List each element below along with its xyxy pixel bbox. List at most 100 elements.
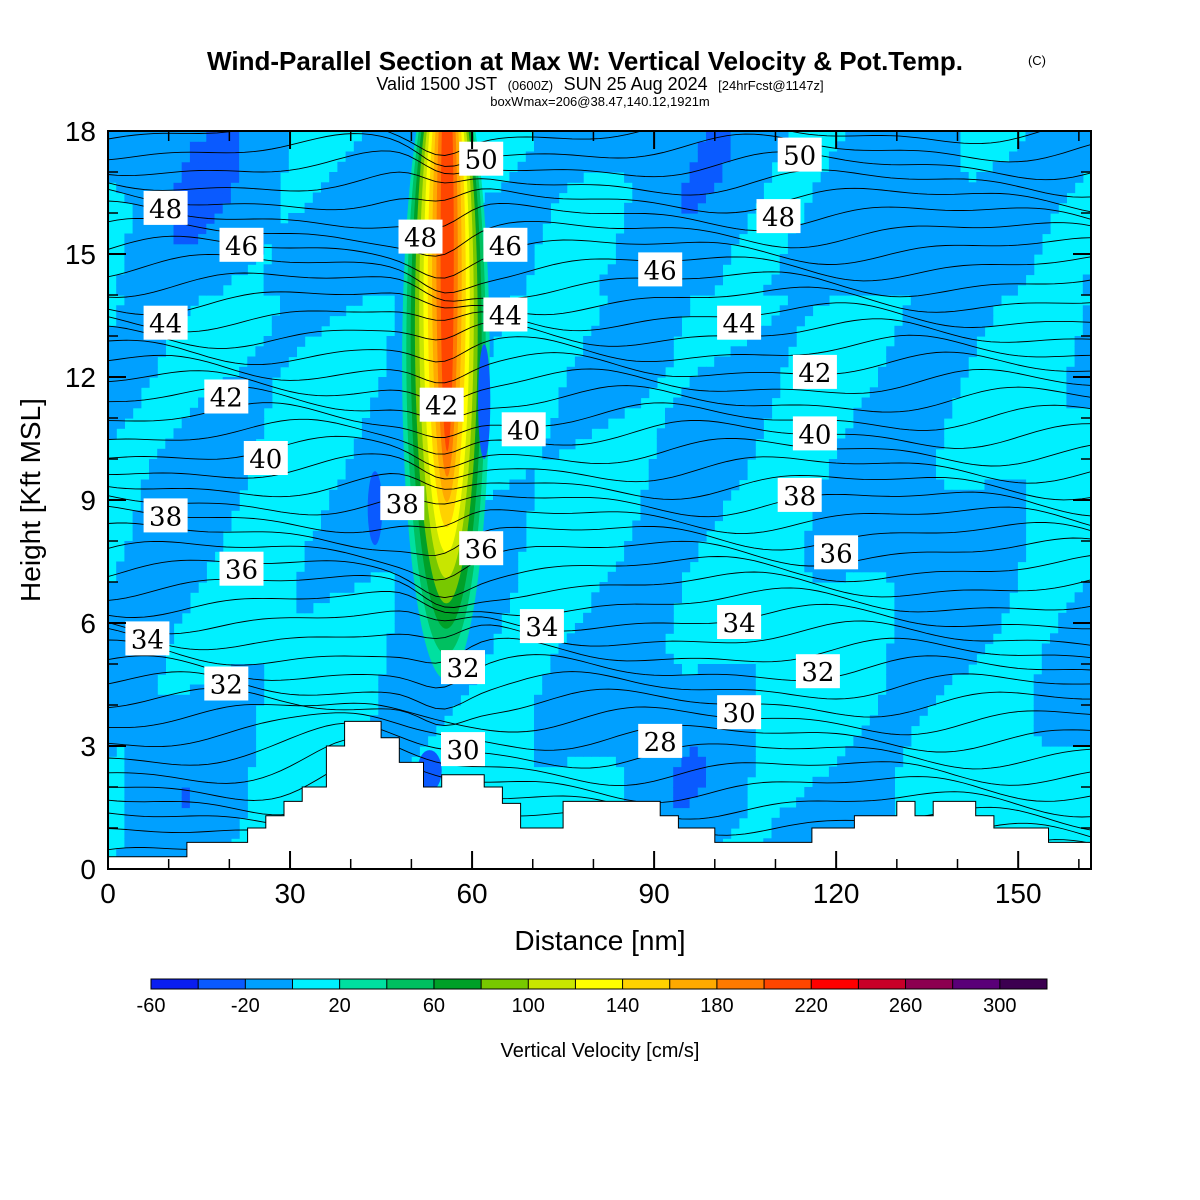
field-cell <box>837 766 846 778</box>
field-cell <box>124 766 134 778</box>
field-cell <box>1000 172 1010 183</box>
field-cell <box>108 592 117 604</box>
field-cell <box>124 602 134 614</box>
field-cell <box>140 746 150 757</box>
field-cell <box>132 725 142 737</box>
field-cell <box>919 336 928 347</box>
field-cell <box>1033 151 1043 163</box>
field-cell <box>615 397 625 409</box>
field-cell <box>689 233 699 245</box>
field-cell <box>771 356 781 368</box>
field-cell <box>124 243 134 255</box>
field-cell <box>624 602 633 614</box>
field-cell <box>1074 653 1084 665</box>
field-cell <box>181 223 191 235</box>
field-cell <box>738 407 748 419</box>
field-cell <box>869 715 879 727</box>
field-cell <box>566 715 576 727</box>
field-cell <box>378 243 388 255</box>
field-cell <box>149 612 158 624</box>
field-cell <box>198 551 207 563</box>
field-cell <box>730 817 740 829</box>
field-cell <box>984 254 994 265</box>
field-cell <box>124 356 134 368</box>
field-cell <box>959 356 969 368</box>
field-cell <box>648 336 658 347</box>
field-cell <box>247 397 257 409</box>
field-cell <box>927 407 936 419</box>
field-cell <box>869 254 879 265</box>
field-cell <box>943 284 953 296</box>
field-cell <box>869 530 879 542</box>
field-cell <box>157 489 166 501</box>
field-cell <box>173 243 183 255</box>
field-cell <box>665 715 674 727</box>
field-cell <box>959 530 969 542</box>
field-cell <box>280 264 289 276</box>
field-cell <box>878 284 887 296</box>
field-cell <box>927 192 936 204</box>
field-cell <box>345 254 355 265</box>
field-cell <box>124 684 134 696</box>
field-cell <box>1050 725 1059 737</box>
field-cell <box>681 817 691 829</box>
field-cell <box>755 397 764 409</box>
field-cell <box>140 766 150 778</box>
field-cell <box>886 243 895 255</box>
field-cell <box>1082 643 1091 655</box>
field-cell <box>165 151 175 163</box>
field-cell <box>378 182 388 194</box>
field-cell <box>828 274 838 286</box>
field-cell <box>935 561 945 573</box>
field-cell <box>910 295 920 306</box>
contour-label-box <box>777 137 822 172</box>
field-cell <box>910 264 920 276</box>
field-cell <box>894 520 904 532</box>
field-cell <box>968 541 977 552</box>
field-cell <box>640 715 650 727</box>
field-cell <box>697 776 707 788</box>
field-cell <box>222 172 232 183</box>
field-cell <box>624 551 633 563</box>
field-cell <box>493 561 502 573</box>
field-cell <box>665 684 674 696</box>
field-cell <box>771 336 781 347</box>
field-cell <box>927 633 936 645</box>
field-cell <box>574 428 584 440</box>
field-cell <box>910 448 920 460</box>
field-cell <box>173 151 183 163</box>
field-cell <box>738 387 748 399</box>
field-cell <box>149 602 158 614</box>
field-cell <box>165 551 175 563</box>
field-cell <box>1050 674 1059 686</box>
field-cell <box>697 223 707 235</box>
field-cell <box>894 284 904 296</box>
field-cell <box>861 479 871 491</box>
field-cell <box>550 684 560 696</box>
contour-label-text: 40 <box>249 445 282 475</box>
field-cell <box>853 223 863 235</box>
field-cell <box>968 284 977 296</box>
field-cell <box>886 530 895 542</box>
field-cell <box>394 571 404 583</box>
field-cell <box>927 346 936 358</box>
field-cell <box>771 151 781 163</box>
field-cell <box>402 623 412 634</box>
field-cell <box>894 366 904 378</box>
field-cell <box>796 264 805 276</box>
field-cell <box>402 653 412 665</box>
field-cell <box>951 520 961 532</box>
field-cell <box>689 787 699 798</box>
field-cell <box>804 828 814 839</box>
field-cell <box>312 582 322 593</box>
field-cell <box>181 848 191 860</box>
field-cell <box>509 571 519 583</box>
field-cell <box>828 797 838 809</box>
field-cell <box>206 766 216 778</box>
field-cell <box>615 325 625 337</box>
field-cell <box>673 295 682 306</box>
field-cell <box>329 500 338 511</box>
field-cell <box>984 582 994 593</box>
field-cell <box>157 243 166 255</box>
field-cell <box>165 541 175 552</box>
